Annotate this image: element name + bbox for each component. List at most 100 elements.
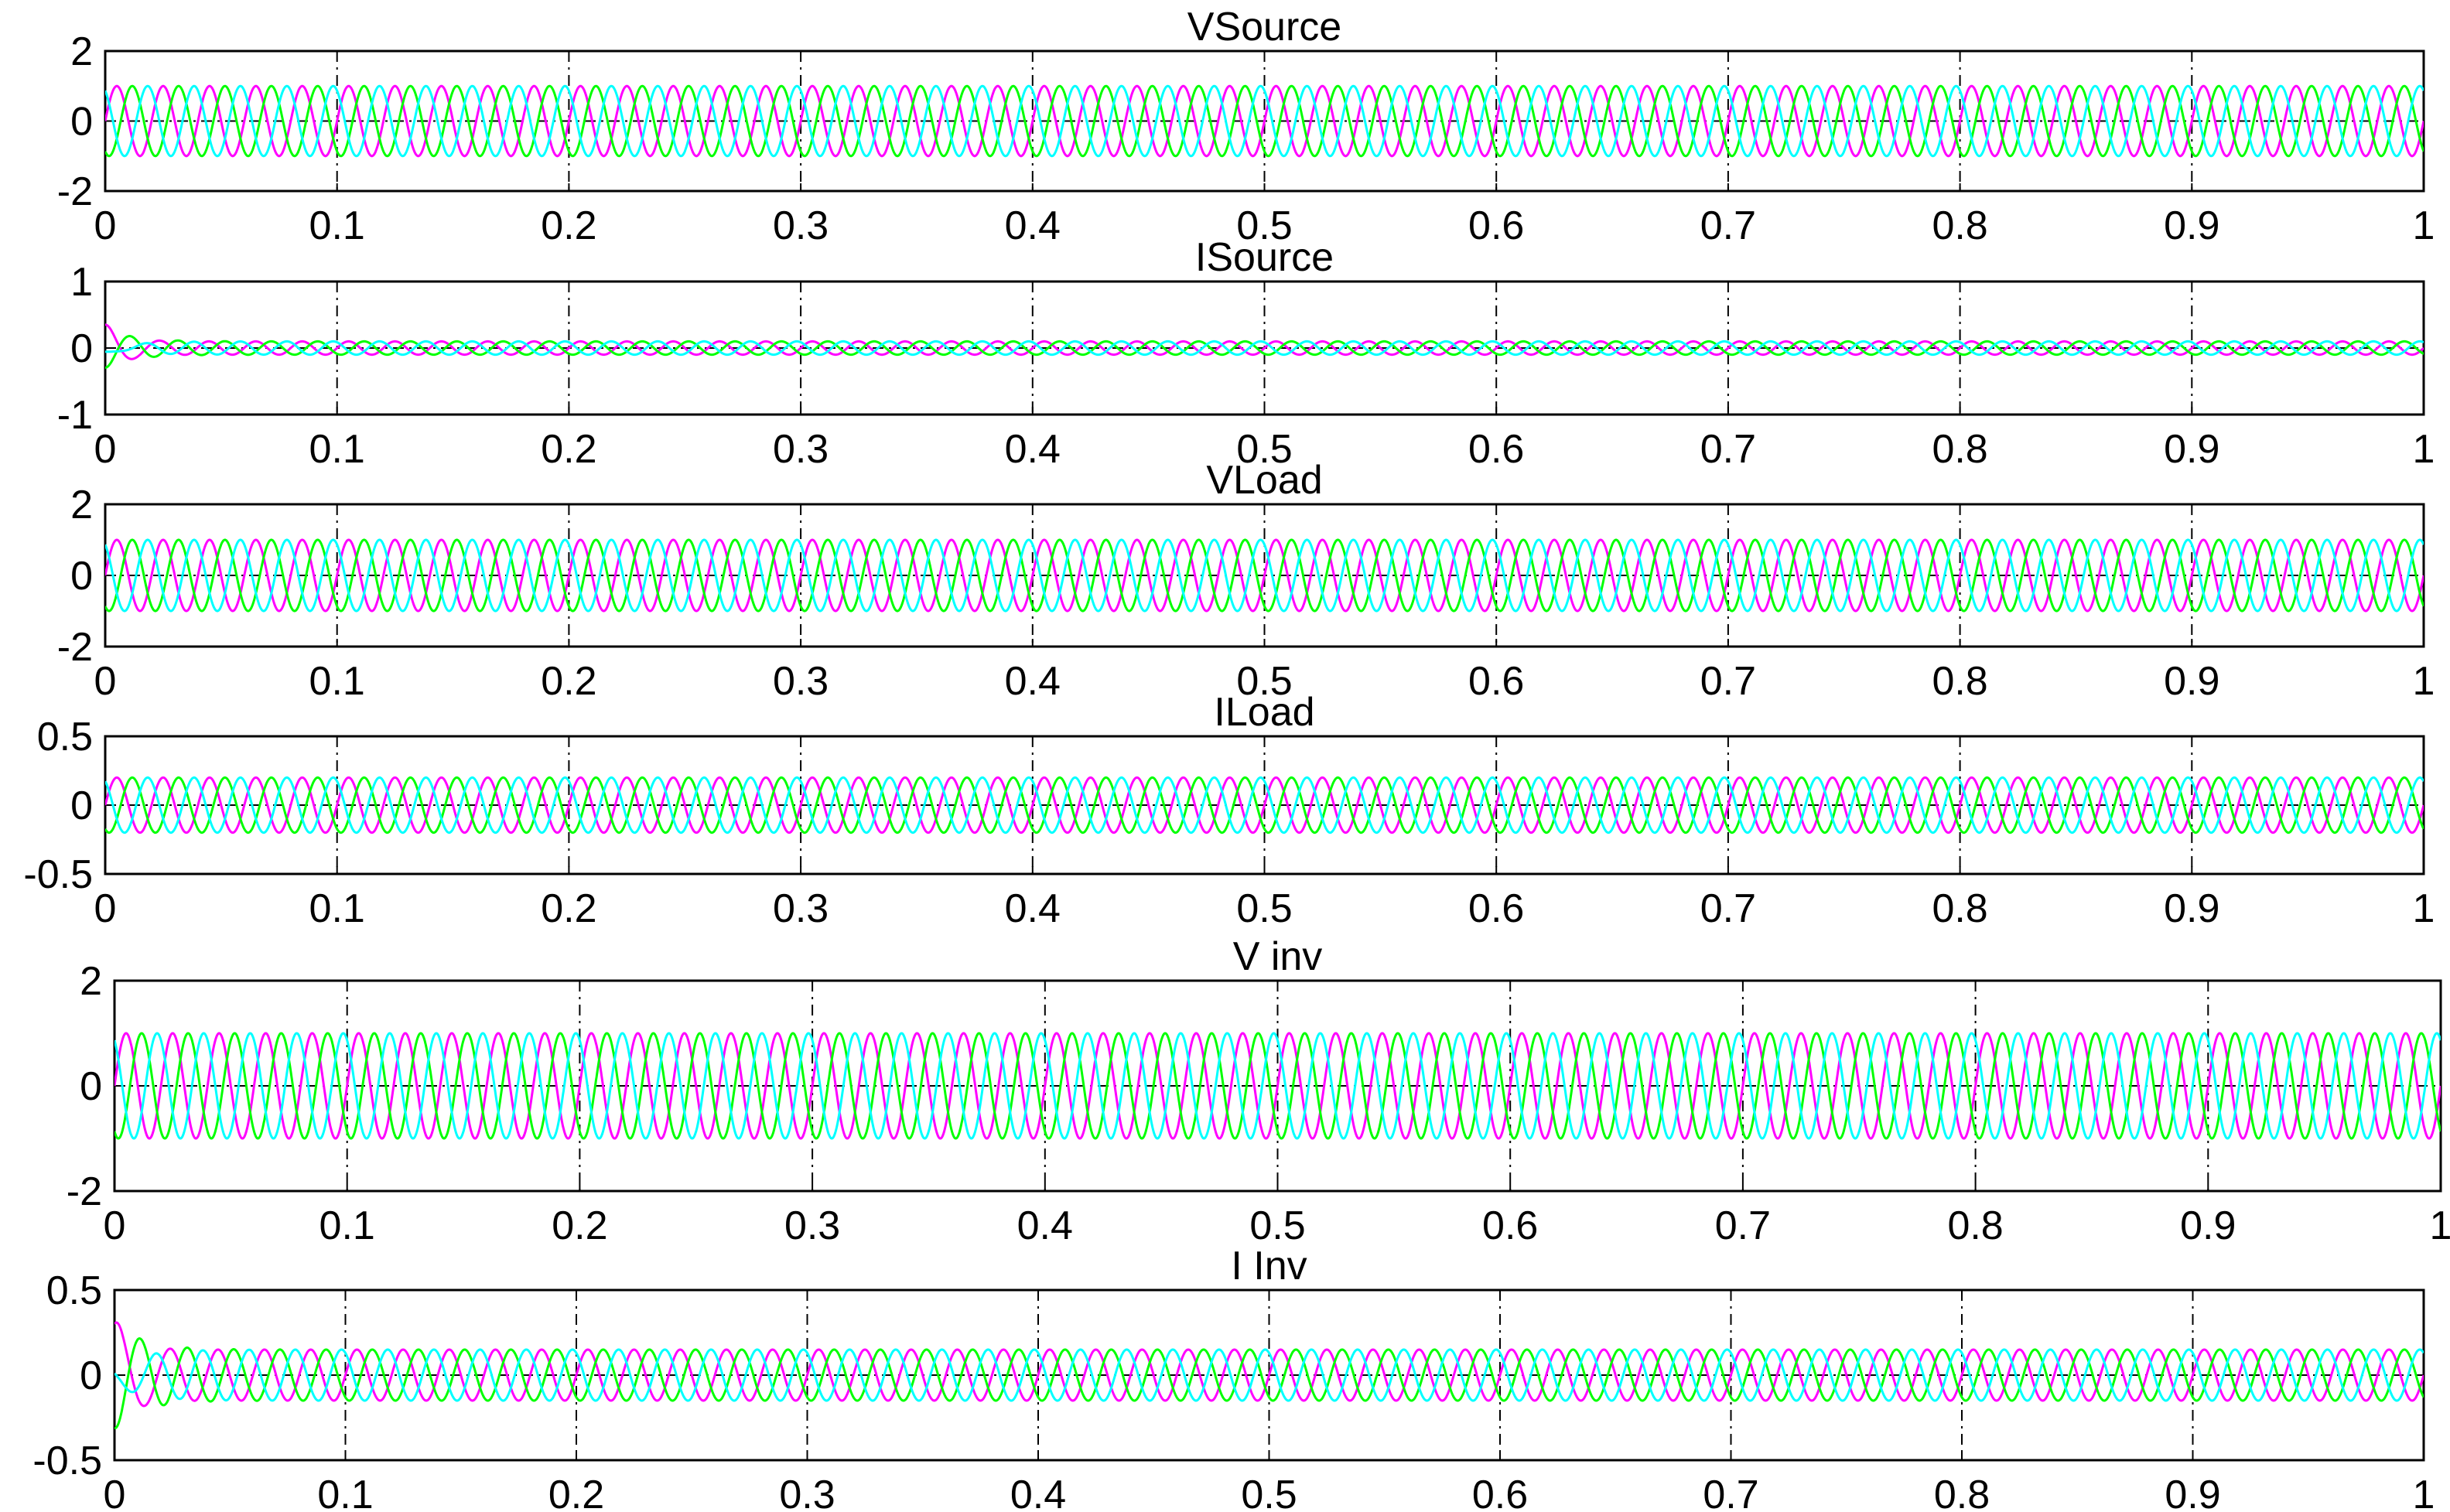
x-tick-label: 0.8 — [1947, 1203, 2003, 1248]
series-line-phase-2 — [114, 1337, 2424, 1429]
x-tick-label: 0.2 — [541, 203, 596, 248]
x-tick-label: 0.1 — [317, 1473, 373, 1512]
x-tick-label: 0.2 — [541, 659, 596, 704]
x-tick-label: 0.7 — [1700, 659, 1756, 704]
y-tick-label: -0.5 — [23, 852, 93, 897]
series-line-phase-3 — [105, 340, 2424, 357]
x-tick-label: 0.6 — [1468, 427, 1524, 472]
y-tick-label: 0.5 — [46, 1268, 102, 1313]
subplot-title: VSource — [1187, 5, 1341, 49]
x-tick-label: 0.7 — [1700, 203, 1756, 248]
subplot-title: VLoad — [1206, 458, 1322, 503]
x-tick-label: 1 — [2430, 1203, 2450, 1248]
series-line-phase-1 — [105, 323, 2424, 360]
x-tick-label: 0.2 — [552, 1203, 607, 1248]
x-tick-label: 0.7 — [1703, 1473, 1758, 1512]
series-line-phase-1 — [114, 1032, 2441, 1140]
x-tick-label: 0.4 — [1017, 1203, 1073, 1248]
x-tick-label: 0.6 — [1482, 1203, 1538, 1248]
x-tick-label: 0.9 — [2164, 203, 2219, 248]
x-tick-label: 0.5 — [1236, 886, 1292, 931]
x-tick-label: 0.3 — [779, 1473, 835, 1512]
x-tick-label: 0.8 — [1934, 1473, 1990, 1512]
x-tick-label: 0.1 — [309, 203, 365, 248]
x-tick-label: 0.9 — [2180, 1203, 2236, 1248]
x-tick-label: 0.6 — [1468, 659, 1524, 704]
x-tick-label: 0.4 — [1005, 659, 1061, 704]
series-line-phase-1 — [105, 776, 2424, 835]
x-tick-label: 1 — [2413, 427, 2435, 472]
x-tick-label: 0.5 — [1236, 203, 1292, 248]
y-tick-label: 2 — [70, 483, 93, 527]
subplot-4: 0 0.1 0.2 0.3 0.4 0.5 0.6 0.7 0.8 0.9 10.50-0.5ILo… — [23, 690, 2435, 931]
series-line-phase-3 — [105, 776, 2424, 835]
x-tick-label: 0.9 — [2164, 659, 2219, 704]
y-tick-label: 0 — [80, 1353, 102, 1398]
x-tick-label: 0.4 — [1010, 1473, 1066, 1512]
y-tick-label: -2 — [57, 169, 93, 214]
x-tick-label: 1 — [2413, 886, 2435, 931]
x-tick-label: 0.9 — [2165, 1473, 2220, 1512]
x-tick-label: 0.3 — [773, 203, 829, 248]
y-tick-label: 0 — [70, 326, 93, 371]
series-line-phase-2 — [105, 776, 2424, 835]
y-tick-label: 0.5 — [37, 715, 93, 759]
x-tick-label: 0.3 — [773, 886, 829, 931]
subplot-6: 0 0.1 0.2 0.3 0.4 0.5 0.6 0.7 0.8 0.9 10.50-0.5I I… — [32, 1244, 2435, 1512]
x-tick-label: 0.1 — [309, 659, 365, 704]
x-tick-label: 0.4 — [1005, 886, 1061, 931]
x-tick-label: 0.6 — [1468, 886, 1524, 931]
x-tick-label: 0.1 — [309, 427, 365, 472]
subplot-5: 0 0.1 0.2 0.3 0.4 0.5 0.6 0.7 0.8 0.9 120-2V inv — [67, 934, 2450, 1248]
subplot-title: ISource — [1195, 235, 1334, 280]
x-tick-label: 1 — [2413, 1473, 2435, 1512]
x-tick-label: 0.3 — [773, 427, 829, 472]
y-tick-label: 0 — [70, 554, 93, 599]
subplot-title: V inv — [1233, 934, 1323, 979]
y-tick-label: 0 — [70, 100, 93, 145]
x-tick-label: 1 — [2413, 203, 2435, 248]
x-tick-label: 0.5 — [1236, 427, 1292, 472]
subplot-title: I Inv — [1231, 1244, 1307, 1288]
x-tick-label: 0.2 — [541, 427, 596, 472]
x-tick-label: 0.7 — [1700, 886, 1756, 931]
x-tick-label: 0 — [94, 203, 117, 248]
x-tick-label: 0.3 — [784, 1203, 840, 1248]
x-tick-label: 0.8 — [1932, 427, 1987, 472]
y-tick-label: -2 — [67, 1169, 102, 1214]
y-tick-label: 0 — [80, 1064, 102, 1109]
y-tick-label: -2 — [57, 625, 93, 670]
y-tick-label: 2 — [80, 959, 102, 1004]
subplot-title: ILoad — [1214, 690, 1314, 735]
series-line-phase-2 — [114, 1032, 2441, 1140]
series-line-phase-2 — [105, 84, 2424, 158]
x-tick-label: 0.3 — [773, 659, 829, 704]
x-tick-label: 0 — [104, 1473, 126, 1512]
series-line-phase-1 — [114, 1321, 2424, 1408]
series-line-phase-1 — [105, 84, 2424, 158]
x-tick-label: 0.1 — [319, 1203, 375, 1248]
x-tick-label: 0.8 — [1932, 203, 1987, 248]
y-tick-label: -1 — [57, 393, 93, 438]
x-tick-label: 0.6 — [1472, 1473, 1528, 1512]
x-tick-label: 1 — [2413, 659, 2435, 704]
series-line-phase-2 — [105, 335, 2424, 369]
x-tick-label: 0.2 — [548, 1473, 604, 1512]
x-tick-label: 0.8 — [1932, 886, 1987, 931]
x-tick-label: 0 — [104, 1203, 126, 1248]
x-tick-label: 0.5 — [1241, 1473, 1297, 1512]
x-tick-label: 0.7 — [1715, 1203, 1771, 1248]
x-tick-label: 0.8 — [1932, 659, 1987, 704]
y-tick-label: 1 — [70, 260, 93, 305]
x-tick-label: 0.5 — [1249, 1203, 1305, 1248]
x-tick-label: 0.4 — [1005, 427, 1061, 472]
x-tick-label: 0 — [94, 886, 117, 931]
y-tick-label: -0.5 — [32, 1439, 102, 1483]
x-tick-label: 0.5 — [1236, 659, 1292, 704]
x-tick-label: 0 — [94, 659, 117, 704]
x-tick-label: 0.9 — [2164, 886, 2219, 931]
